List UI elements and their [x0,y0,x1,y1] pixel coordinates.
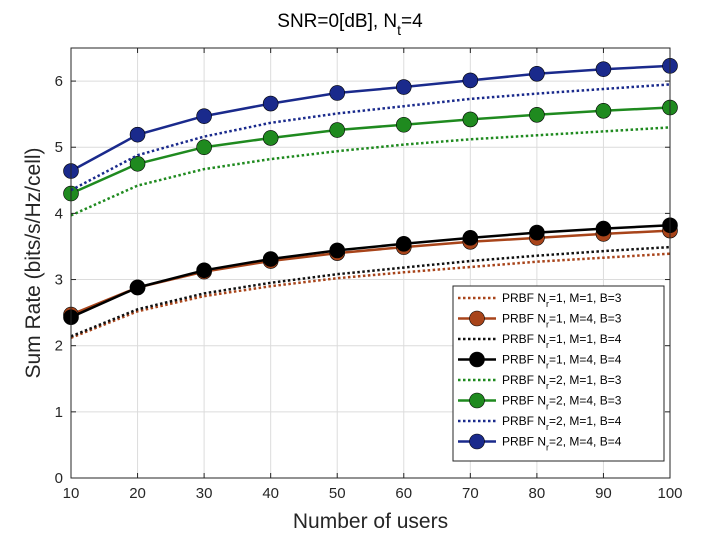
data-point [329,85,346,101]
x-tick-label: 70 [462,485,479,502]
x-tick-label: 100 [657,485,682,502]
data-point [462,111,479,128]
series-line [70,64,671,173]
x-tick-label: 50 [329,485,346,502]
legend-item: PRBF Nr=1, M=1, B=4 [458,332,622,350]
legend-label: PRBF Nr=1, M=4, B=4 [502,353,622,371]
series-line [70,245,671,338]
x-tick-label: 20 [129,485,146,502]
data-point [196,262,212,279]
legend-item: PRBF Nr=1, M=1, B=3 [458,291,622,309]
tick-layer: 10 20 30 40 50 60 70 80 90 100 0 1 2 3 4 5 6 [55,48,683,502]
legend-item: PRBF Nr=2, M=1, B=3 [458,373,622,391]
legend-marker [469,351,485,368]
legend-marker [469,392,485,409]
series-4 [63,217,678,326]
y-tick-label: 2 [55,338,63,355]
y-tick-label: 3 [55,272,63,289]
data-point [129,155,146,172]
legend-label: PRBF Nr=1, M=4, B=3 [502,312,622,330]
data-point [529,107,545,123]
data-point [196,108,212,124]
series-layer [63,58,678,339]
x-tick-label: 10 [63,485,80,502]
data-point [595,220,612,237]
data-point [129,126,146,143]
x-tick-label: 30 [196,485,213,502]
series-line [70,126,671,217]
legend-marker [469,433,485,450]
series-line [70,224,671,319]
data-point [462,72,479,89]
series-1 [70,252,671,339]
legend: PRBF Nr=1, M=1, B=3 PRBF Nr=1, M=4, B=3 PR… [452,285,665,462]
data-point [129,279,146,296]
data-point [262,130,279,146]
series-5 [70,126,671,217]
x-tick-label: 40 [262,485,279,502]
plot-frame [70,47,671,479]
data-point [529,224,545,241]
data-point [395,236,412,252]
legend-item: PRBF Nr=2, M=4, B=3 [458,392,622,412]
legend-label: PRBF Nr=2, M=1, B=3 [502,373,622,391]
y-tick-label: 5 [55,139,63,156]
y-tick-label: 6 [55,73,63,90]
data-point [262,95,279,112]
series-line [70,252,671,339]
data-point [395,79,412,95]
data-point [395,116,412,133]
series-3 [70,245,671,338]
legend-label: PRBF Nr=2, M=4, B=3 [502,394,622,412]
legend-marker [469,310,485,327]
legend-label: PRBF Nr=1, M=1, B=4 [502,332,622,350]
legend-box [452,285,665,462]
y-axis-label: Sum Rate (bits/s/Hz/cell) [22,147,45,378]
series-line [70,106,671,195]
legend-item: PRBF Nr=2, M=4, B=4 [458,433,622,453]
data-point [595,61,612,77]
legend-label: PRBF Nr=2, M=1, B=4 [502,414,622,432]
legend-item: PRBF Nr=1, M=4, B=4 [458,351,622,371]
y-tick-label: 0 [55,470,63,487]
data-point [196,139,212,156]
data-point [329,242,346,259]
legend-label: PRBF Nr=2, M=4, B=4 [502,435,622,453]
y-tick-label: 4 [55,205,63,222]
data-point [329,122,346,138]
legend-label: PRBF Nr=1, M=1, B=3 [502,291,622,309]
legend-item: PRBF Nr=1, M=4, B=3 [458,310,622,330]
data-point [262,251,279,267]
x-tick-label: 80 [529,485,546,502]
data-point [529,66,545,82]
chart-title: SNR=0[dB], Nt=4 [277,11,423,38]
legend-item: PRBF Nr=2, M=1, B=4 [458,414,622,432]
data-point [595,103,612,119]
data-point [462,230,479,246]
y-tick-label: 1 [55,404,63,421]
x-tick-label: 90 [595,485,612,502]
x-tick-label: 60 [395,485,412,502]
x-axis-label: Number of users [293,510,448,533]
